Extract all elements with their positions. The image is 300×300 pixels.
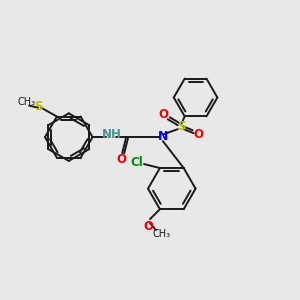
Text: NH: NH [101,128,121,141]
Text: S: S [34,100,42,113]
Text: O: O [159,108,169,121]
Text: N: N [158,130,168,142]
Text: CH₃: CH₃ [153,229,171,239]
Text: O: O [143,220,153,232]
Text: Cl: Cl [131,156,143,169]
Text: S: S [178,120,186,133]
Text: CH₃: CH₃ [17,97,35,107]
Text: O: O [194,128,203,141]
Text: O: O [116,153,126,167]
